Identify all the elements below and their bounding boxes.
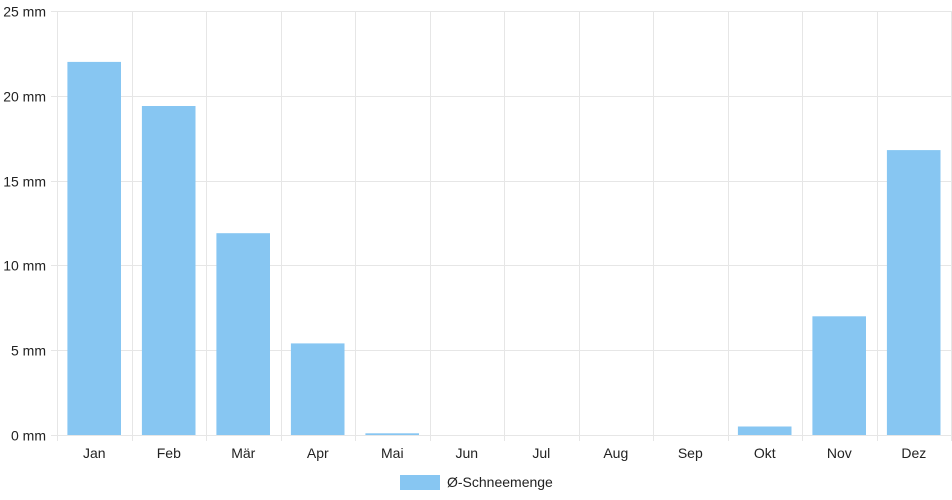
bar-jan[interactable] [67, 61, 121, 436]
y-tick-label: 15 mm [3, 174, 46, 190]
x-tick-label: Jun [456, 445, 479, 461]
y-tick-label: 5 mm [11, 343, 46, 359]
y-tick-label: 10 mm [3, 258, 46, 274]
y-tick-label: 25 mm [3, 4, 46, 20]
legend[interactable]: Ø-Schneemenge [400, 474, 553, 490]
x-axis: Jan Feb Mär Apr Mai Jun Jul Aug Sep Okt Nov Dez [83, 445, 926, 461]
x-tick-label: Apr [307, 445, 329, 461]
x-tick-label: Jan [83, 445, 106, 461]
bar-series [67, 61, 941, 436]
x-tick-label: Nov [827, 445, 852, 461]
bar-mär[interactable] [216, 233, 270, 435]
x-tick-label: Jul [532, 445, 550, 461]
bar-apr[interactable] [290, 343, 345, 435]
bar-feb[interactable] [141, 106, 196, 435]
legend-swatch [400, 475, 440, 490]
y-axis: 0 mm 5 mm 10 mm 15 mm 20 mm 25 mm [3, 4, 46, 444]
x-tick-label: Aug [603, 445, 628, 461]
y-tick-label: 20 mm [3, 89, 46, 105]
bar-mai[interactable] [365, 433, 419, 435]
bar-dez[interactable] [886, 150, 941, 435]
x-tick-label: Okt [754, 445, 776, 461]
x-tick-label: Sep [678, 445, 703, 461]
x-tick-label: Feb [157, 445, 181, 461]
y-tick-label: 0 mm [11, 428, 46, 444]
x-tick-label: Dez [901, 445, 926, 461]
chart-grid [51, 11, 952, 441]
x-tick-label: Mai [381, 445, 404, 461]
legend-label: Ø-Schneemenge [447, 474, 553, 490]
bar-nov[interactable] [812, 316, 866, 435]
bar-okt[interactable] [737, 426, 792, 436]
x-tick-label: Mär [231, 445, 255, 461]
